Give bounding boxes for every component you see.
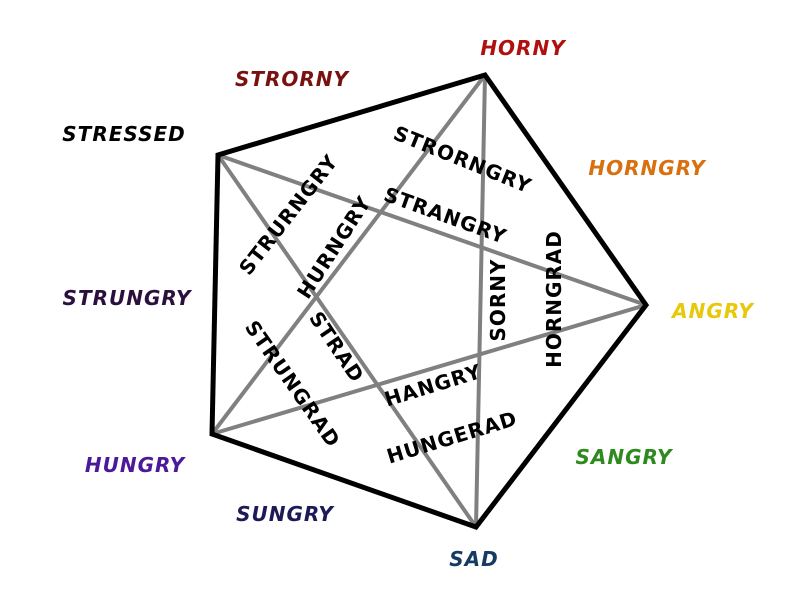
label-horngrad: HORNGRAD	[542, 230, 566, 368]
label-horny: HORNY	[480, 36, 567, 60]
star-line-stressed-angry	[217, 153, 647, 307]
star-line-horny-sad	[474, 74, 487, 528]
pentagon-outline	[209, 72, 650, 530]
label-sangry: SANGRY	[575, 445, 674, 469]
label-horngry: HORNGRY	[588, 156, 707, 180]
label-sorny: SORNY	[486, 258, 510, 341]
label-angry: ANGRY	[670, 299, 755, 323]
star-line-stressed-sad	[216, 153, 478, 529]
pentagram-lines	[210, 73, 647, 529]
label-strungry: STRUNGRY	[63, 286, 193, 310]
label-strad: STRAD	[304, 307, 369, 387]
label-hungry: HUNGRY	[85, 453, 187, 477]
label-hungerad: HUNGERAD	[384, 406, 520, 469]
label-strorngry: STRORNGRY	[390, 121, 535, 198]
label-sungry: SUNGRY	[236, 502, 335, 526]
star-line-horny-hungry	[210, 73, 487, 436]
label-sad: SAD	[449, 547, 498, 571]
label-stressed: STRESSED	[62, 122, 185, 146]
label-strorny: STRORNY	[235, 67, 351, 91]
label-strangry: STRANGRY	[381, 182, 510, 249]
star-line-angry-hungry	[211, 303, 647, 436]
outer-labels: HORNY STRORNY HORNGRY STRESSED ANGRY STR…	[62, 36, 755, 571]
